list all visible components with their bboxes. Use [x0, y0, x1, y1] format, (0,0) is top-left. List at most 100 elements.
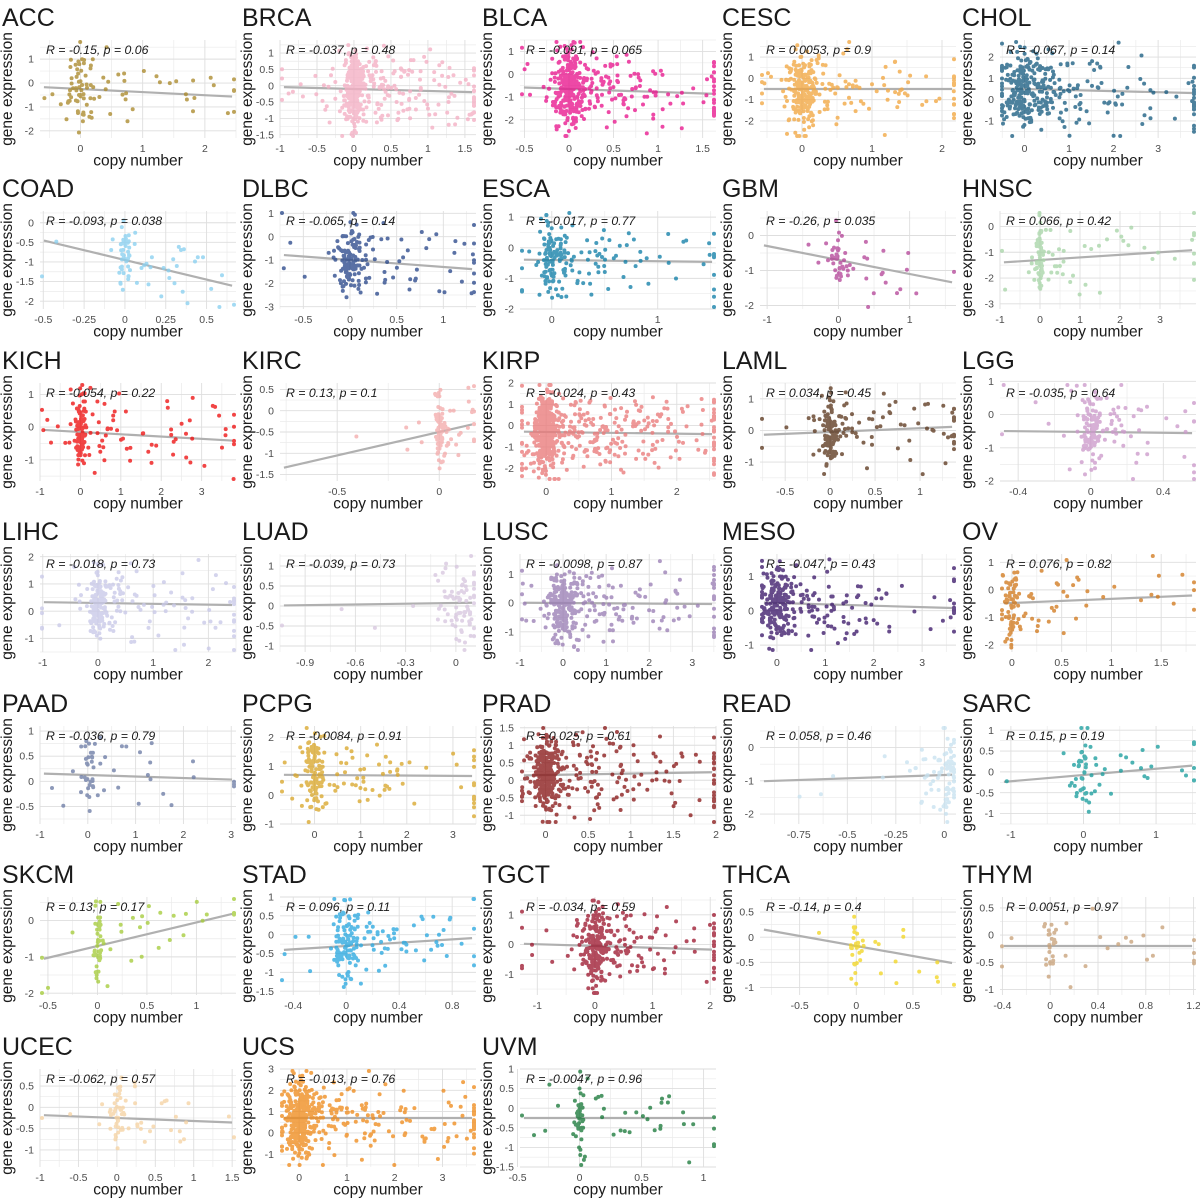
svg-text:-2: -2 [745, 117, 754, 128]
svg-text:0.4: 0.4 [1156, 487, 1171, 498]
svg-text:-0.5: -0.5 [776, 487, 794, 498]
svg-text:CESC: CESC [722, 4, 791, 32]
svg-text:-1.5: -1.5 [256, 130, 274, 141]
svg-text:2: 2 [202, 144, 208, 155]
svg-text:-1: -1 [25, 634, 34, 645]
svg-text:gene expression: gene expression [480, 546, 496, 660]
svg-text:HNSC: HNSC [962, 175, 1033, 203]
svg-text:0: 0 [268, 81, 274, 92]
svg-text:0: 0 [28, 423, 34, 434]
svg-text:-0.5: -0.5 [294, 315, 312, 326]
svg-text:R = -0.017, p = 0.77: R = -0.017, p = 0.77 [526, 214, 636, 228]
svg-text:-1: -1 [985, 117, 994, 128]
svg-text:3: 3 [1157, 315, 1163, 326]
svg-text:gene expression: gene expression [240, 204, 256, 318]
svg-text:-2: -2 [985, 476, 994, 487]
svg-text:copy number: copy number [1053, 152, 1143, 169]
svg-text:1: 1 [425, 144, 431, 155]
svg-text:CHOL: CHOL [962, 4, 1032, 32]
svg-text:gene expression: gene expression [480, 32, 496, 146]
svg-text:copy number: copy number [333, 152, 423, 169]
svg-text:0: 0 [543, 487, 549, 498]
svg-text:LUAD: LUAD [242, 518, 309, 546]
svg-text:-1: -1 [505, 93, 514, 104]
svg-text:1.5: 1.5 [458, 144, 473, 155]
svg-text:gene expression: gene expression [240, 375, 256, 489]
svg-text:gene expression: gene expression [720, 32, 736, 146]
svg-text:0: 0 [799, 144, 805, 155]
svg-text:0: 0 [78, 144, 84, 155]
svg-text:LGG: LGG [962, 347, 1015, 375]
svg-text:-1: -1 [35, 487, 44, 498]
svg-text:gene expression: gene expression [0, 32, 16, 146]
svg-text:-1: -1 [745, 457, 754, 468]
svg-text:-0.5: -0.5 [16, 238, 34, 249]
svg-text:-1: -1 [25, 455, 34, 466]
svg-text:1: 1 [748, 394, 754, 405]
svg-text:R = -0.0098, p = 0.87: R = -0.0098, p = 0.87 [526, 557, 643, 571]
svg-text:-2: -2 [25, 297, 34, 308]
svg-text:copy number: copy number [93, 324, 183, 341]
svg-text:-0.5: -0.5 [256, 98, 274, 109]
svg-text:3: 3 [199, 487, 205, 498]
svg-text:-1: -1 [265, 256, 274, 267]
svg-text:1: 1 [508, 570, 514, 581]
svg-text:R = 0.0053, p = 0.9: R = 0.0053, p = 0.9 [766, 43, 871, 57]
svg-text:BLCA: BLCA [482, 4, 548, 32]
svg-text:R = -0.039, p = 0.73: R = -0.039, p = 0.73 [286, 557, 395, 571]
svg-text:1: 1 [748, 53, 754, 64]
svg-text:copy number: copy number [333, 324, 423, 341]
svg-text:0: 0 [268, 602, 274, 613]
svg-text:0: 0 [453, 658, 459, 669]
svg-text:R = -0.018, p = 0.73: R = -0.018, p = 0.73 [46, 557, 155, 571]
svg-text:gene expression: gene expression [960, 32, 976, 146]
svg-text:0: 0 [28, 79, 34, 90]
svg-text:R = 0.034, p = 0.45: R = 0.034, p = 0.45 [766, 386, 871, 400]
svg-text:-1.5: -1.5 [256, 470, 274, 481]
svg-text:gene expression: gene expression [240, 546, 256, 660]
svg-text:0: 0 [748, 74, 754, 85]
svg-text:copy number: copy number [93, 152, 183, 169]
svg-text:gene expression: gene expression [720, 204, 736, 318]
svg-text:-0.5: -0.5 [515, 144, 533, 155]
svg-text:0: 0 [988, 222, 994, 233]
svg-text:0: 0 [508, 599, 514, 610]
svg-text:-2: -2 [265, 279, 274, 290]
svg-text:0.5: 0.5 [259, 385, 274, 396]
svg-text:KICH: KICH [2, 347, 62, 375]
svg-text:ACC: ACC [2, 4, 55, 32]
svg-text:0.5: 0.5 [199, 315, 214, 326]
svg-text:-0.5: -0.5 [308, 144, 326, 155]
svg-text:-2: -2 [505, 305, 514, 316]
svg-text:R = -0.091, p = 0.065: R = -0.091, p = 0.065 [526, 43, 642, 57]
svg-text:0: 0 [508, 244, 514, 255]
svg-text:R = -0.037, p = 0.48: R = -0.037, p = 0.48 [286, 43, 395, 57]
svg-text:1: 1 [508, 213, 514, 224]
svg-text:2: 2 [205, 658, 211, 669]
svg-text:R = -0.067, p = 0.14: R = -0.067, p = 0.14 [1006, 43, 1115, 57]
svg-text:gene expression: gene expression [480, 204, 496, 318]
svg-text:0: 0 [508, 70, 514, 81]
svg-text:-1.5: -1.5 [16, 278, 34, 289]
svg-text:-1: -1 [505, 628, 514, 639]
svg-text:0: 0 [560, 658, 566, 669]
svg-text:R = -0.26, p = 0.035: R = -0.26, p = 0.035 [766, 214, 875, 228]
svg-text:0: 0 [988, 410, 994, 421]
svg-text:1: 1 [28, 390, 34, 401]
svg-text:0: 0 [748, 232, 754, 243]
svg-text:1: 1 [508, 400, 514, 411]
svg-text:copy number: copy number [333, 495, 423, 512]
svg-text:1.5: 1.5 [695, 144, 710, 155]
svg-text:-1: -1 [985, 248, 994, 259]
svg-text:R = -0.035, p = 0.64: R = -0.035, p = 0.64 [1006, 386, 1115, 400]
svg-text:R = 0.13, p = 0.1: R = 0.13, p = 0.1 [286, 386, 378, 400]
svg-text:0: 0 [549, 315, 555, 326]
svg-text:1: 1 [907, 315, 913, 326]
svg-text:R = 0.066, p = 0.42: R = 0.066, p = 0.42 [1006, 214, 1111, 228]
svg-text:copy number: copy number [813, 495, 903, 512]
svg-text:0: 0 [508, 421, 514, 432]
svg-text:1: 1 [988, 74, 994, 85]
svg-text:copy number: copy number [573, 667, 663, 684]
svg-text:1: 1 [440, 315, 446, 326]
svg-text:0: 0 [268, 233, 274, 244]
